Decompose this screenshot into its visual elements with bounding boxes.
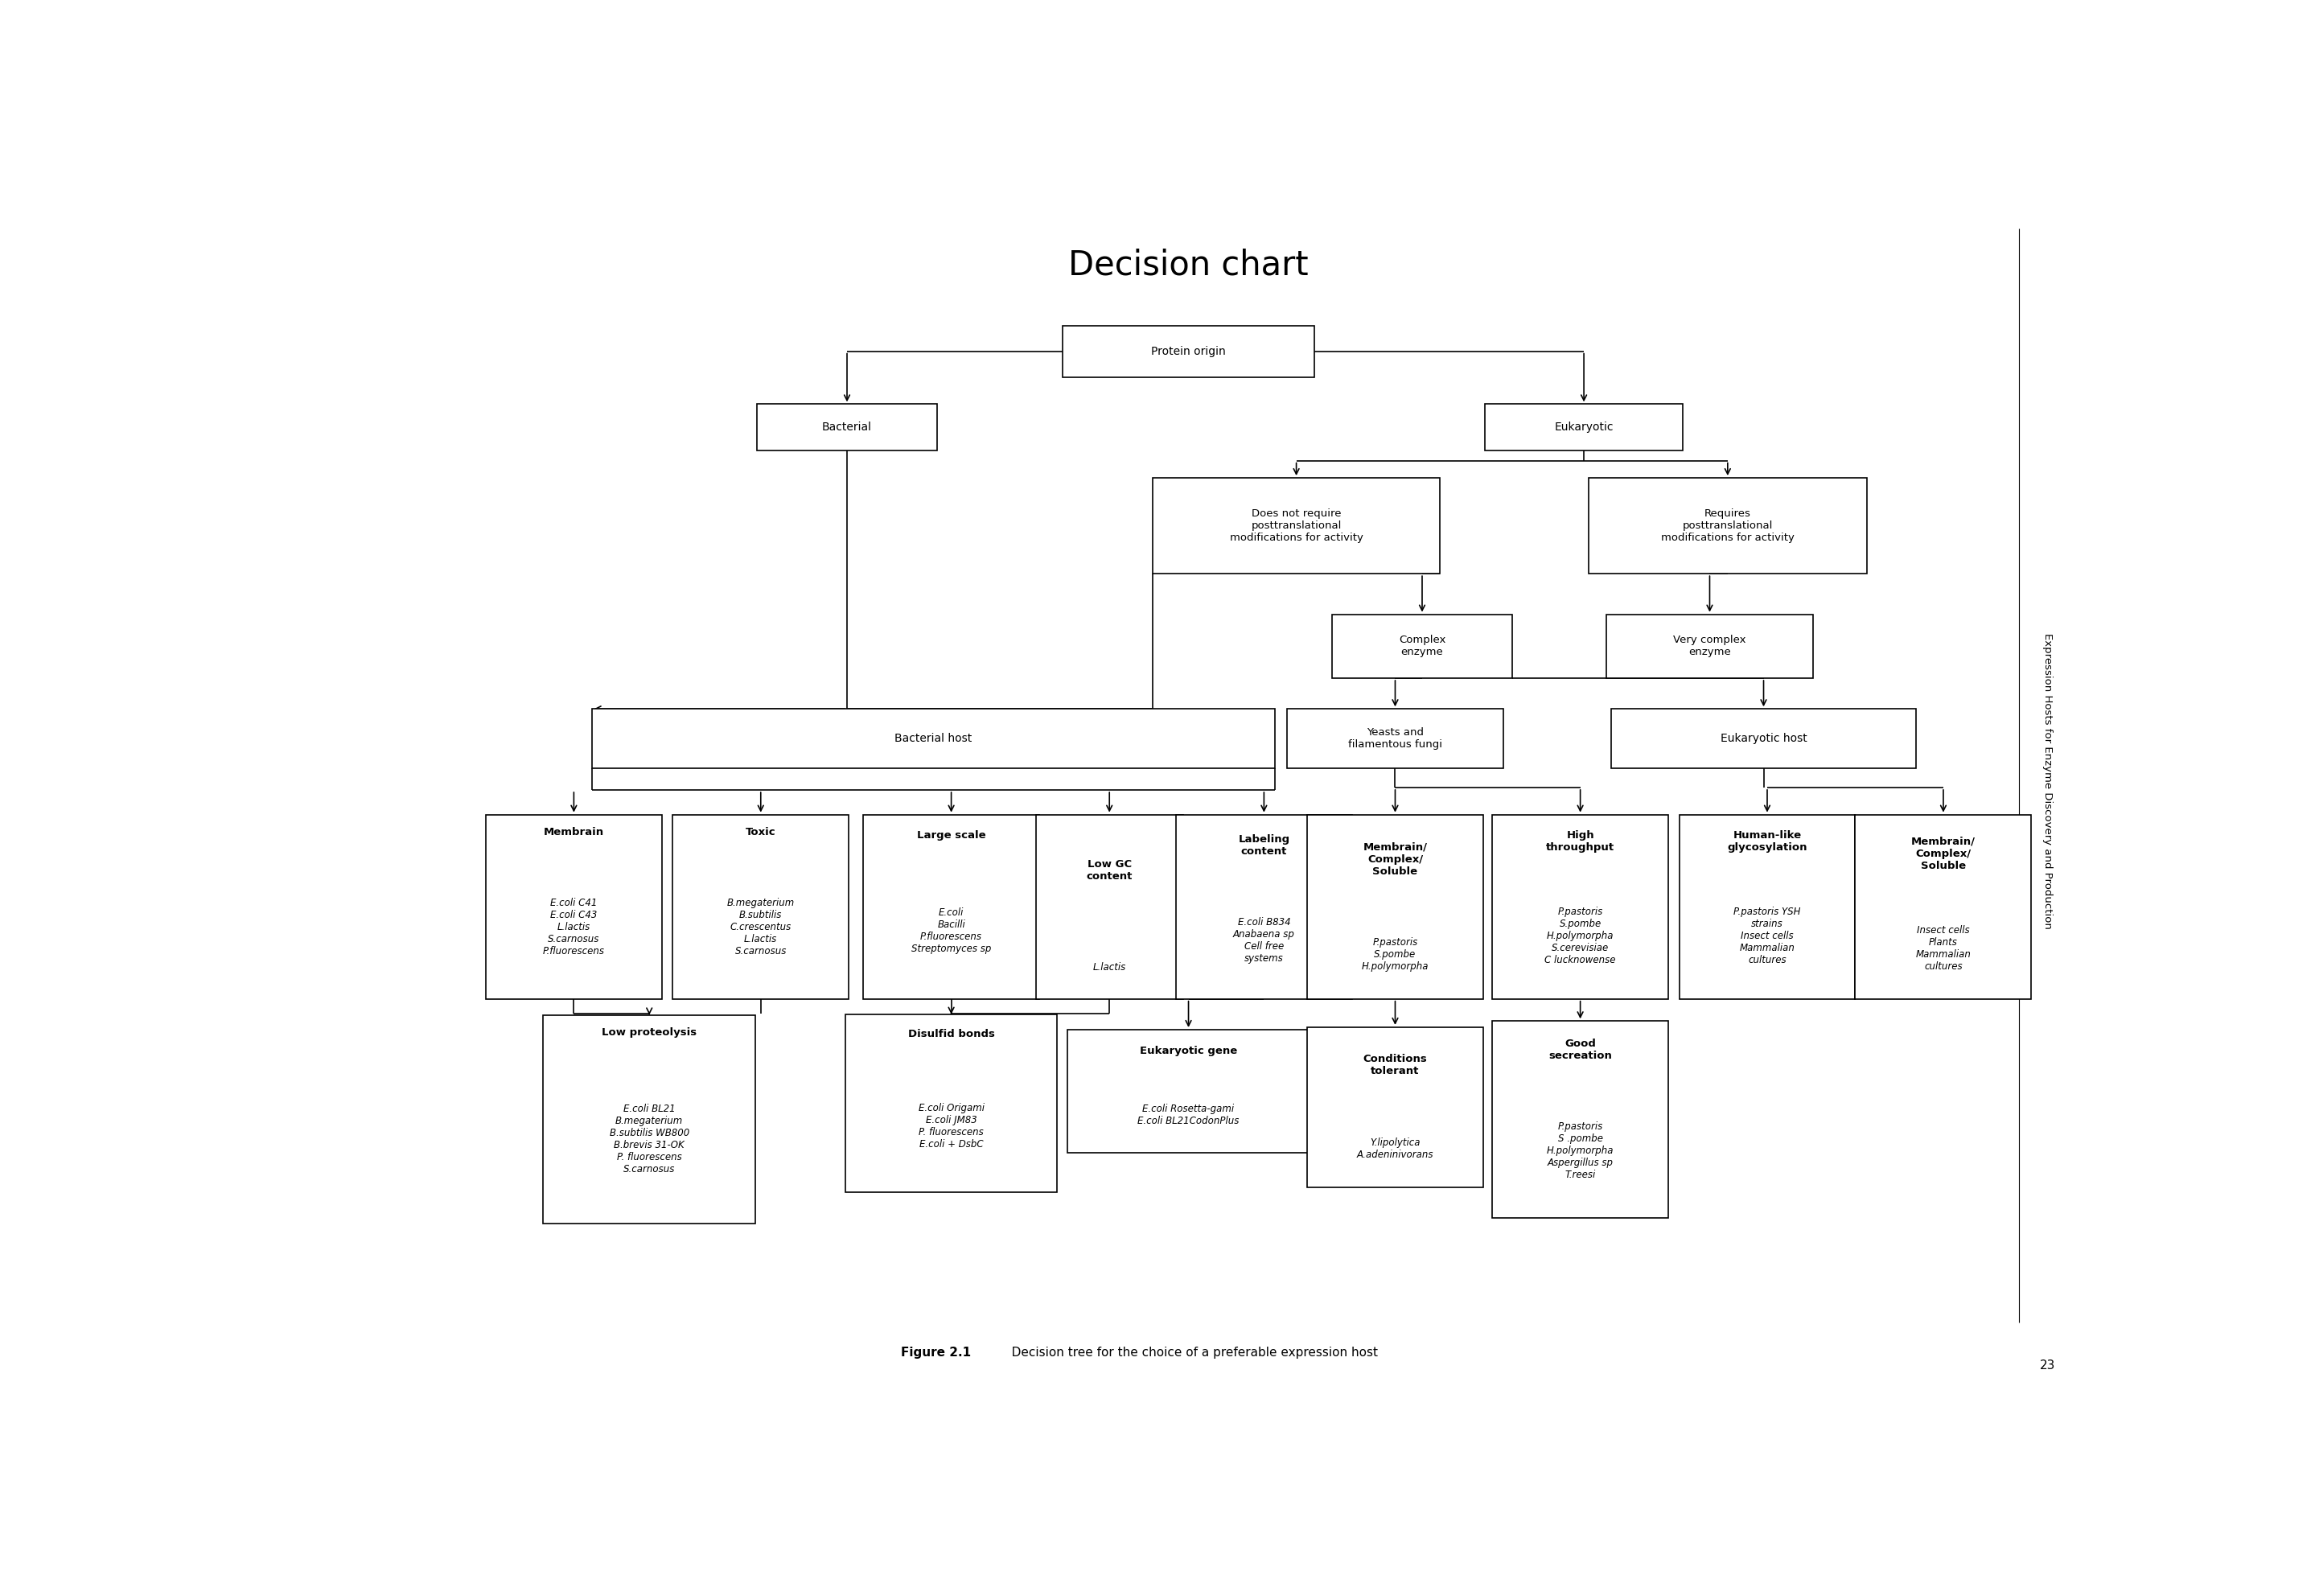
Text: Disulfid bonds: Disulfid bonds [907, 1029, 995, 1039]
Text: Decision tree for the choice of a preferable expression host: Decision tree for the choice of a prefer… [999, 1347, 1377, 1358]
Bar [1484, 404, 1684, 450]
Bar [863, 814, 1039, 999]
Bar [591, 709, 1275, 768]
Text: Large scale: Large scale [916, 830, 986, 841]
Text: Eukaryotic: Eukaryotic [1554, 421, 1614, 433]
Bar [756, 404, 937, 450]
Bar [1679, 814, 1855, 999]
Text: E.coli B834
Anabaena sp
Cell free
systems: E.coli B834 Anabaena sp Cell free system… [1234, 918, 1294, 964]
Text: E.coli
Bacilli
P.fluorescens
Streptomyces sp: E.coli Bacilli P.fluorescens Streptomyce… [911, 907, 990, 954]
Text: Human-like
glycosylation: Human-like glycosylation [1728, 830, 1807, 852]
Bar [1308, 814, 1484, 999]
Text: 23: 23 [2041, 1360, 2055, 1371]
Bar [1176, 814, 1352, 999]
Bar [1491, 814, 1667, 999]
Text: Low proteolysis: Low proteolysis [603, 1028, 696, 1037]
Text: Bacterial host: Bacterial host [895, 733, 972, 744]
Text: Eukaryotic gene: Eukaryotic gene [1139, 1045, 1238, 1057]
Text: Insect cells
Plants
Mammalian
cultures: Insect cells Plants Mammalian cultures [1915, 924, 1971, 972]
Text: Very complex
enzyme: Very complex enzyme [1674, 635, 1746, 658]
Bar [1308, 1028, 1484, 1187]
Text: Bacterial: Bacterial [821, 421, 872, 433]
Bar [844, 1015, 1057, 1192]
Bar [1491, 1021, 1667, 1218]
Bar [543, 1015, 756, 1224]
Text: E.coli C41
E.coli C43
L.lactis
S.carnosus
P.fluorescens: E.coli C41 E.coli C43 L.lactis S.carnosu… [543, 897, 605, 956]
Bar [673, 814, 849, 999]
Text: P.pastoris
S .pombe
H.polymorpha
Aspergillus sp
T.reesi: P.pastoris S .pombe H.polymorpha Aspergi… [1547, 1122, 1614, 1179]
Bar [485, 814, 661, 999]
Text: Protein origin: Protein origin [1150, 346, 1227, 358]
Text: Toxic: Toxic [747, 827, 777, 838]
Bar [1287, 709, 1503, 768]
Text: L.lactis: L.lactis [1092, 962, 1127, 972]
Text: Y.lipolytica
A.adeninivorans: Y.lipolytica A.adeninivorans [1357, 1138, 1433, 1160]
Text: Eukaryotic host: Eukaryotic host [1721, 733, 1807, 744]
Text: E.coli BL21
B.megaterium
B.subtilis WB800
B.brevis 31-OK
P. fluorescens
S.carnos: E.coli BL21 B.megaterium B.subtilis WB80… [610, 1104, 689, 1175]
Bar [1062, 326, 1315, 377]
Bar [1612, 709, 1915, 768]
Text: E.coli Origami
E.coli JM83
P. fluorescens
E.coli + DsbC: E.coli Origami E.coli JM83 P. fluorescen… [918, 1103, 983, 1149]
Bar [1067, 1029, 1310, 1152]
Text: Low GC
content: Low GC content [1085, 859, 1132, 881]
Bar [1331, 614, 1512, 678]
Text: High
throughput: High throughput [1547, 830, 1614, 852]
Text: Conditions
tolerant: Conditions tolerant [1364, 1055, 1426, 1077]
Text: P.pastoris
S.pombe
H.polymorpha
S.cerevisiae
C lucknowense: P.pastoris S.pombe H.polymorpha S.cerevi… [1544, 907, 1616, 966]
Bar [1589, 477, 1867, 573]
Text: Membrain/
Complex/
Soluble: Membrain/ Complex/ Soluble [1911, 836, 1976, 871]
Text: Expression Hosts for Enzyme Discovery and Production: Expression Hosts for Enzyme Discovery an… [2043, 634, 2052, 929]
Text: P.pastoris YSH
strains
Insect cells
Mammalian
cultures: P.pastoris YSH strains Insect cells Mamm… [1735, 907, 1802, 966]
Bar [1153, 477, 1440, 573]
Text: Good
secreation: Good secreation [1549, 1039, 1612, 1061]
Text: Labeling
content: Labeling content [1238, 835, 1289, 857]
Text: Yeasts and
filamentous fungi: Yeasts and filamentous fungi [1347, 728, 1442, 750]
Text: Membrain: Membrain [543, 827, 603, 838]
Text: Does not require
posttranslational
modifications for activity: Does not require posttranslational modif… [1229, 509, 1364, 543]
Text: Decision chart: Decision chart [1069, 249, 1308, 282]
Text: Membrain/
Complex/
Soluble: Membrain/ Complex/ Soluble [1364, 843, 1426, 876]
Text: Figure 2.1: Figure 2.1 [902, 1347, 972, 1358]
Text: P.pastoris
S.pombe
H.polymorpha: P.pastoris S.pombe H.polymorpha [1361, 937, 1429, 972]
Text: E.coli Rosetta-gami
E.coli BL21CodonPlus: E.coli Rosetta-gami E.coli BL21CodonPlus [1139, 1104, 1238, 1127]
Text: B.megaterium
B.subtilis
C.crescentus
L.lactis
S.carnosus: B.megaterium B.subtilis C.crescentus L.l… [726, 897, 795, 956]
Bar [1037, 814, 1183, 999]
Text: Requires
posttranslational
modifications for activity: Requires posttranslational modifications… [1660, 509, 1795, 543]
Bar [1607, 614, 1813, 678]
Text: Complex
enzyme: Complex enzyme [1398, 635, 1445, 658]
Bar [1855, 814, 2031, 999]
